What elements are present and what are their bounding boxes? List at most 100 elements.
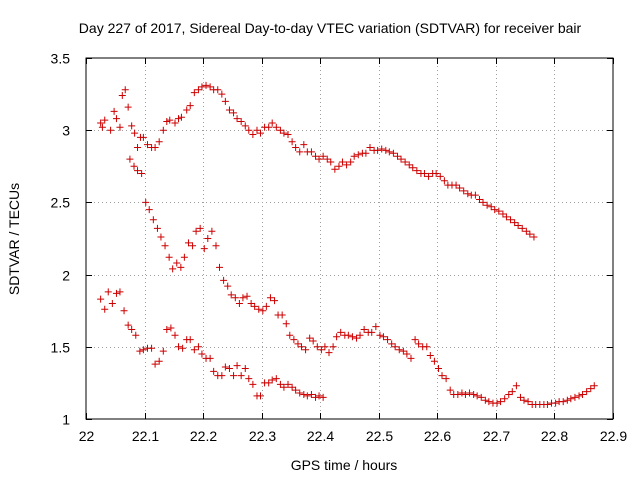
- data-point: [376, 331, 384, 339]
- data-point: [338, 158, 346, 166]
- x-tick-label: 22.1: [132, 428, 159, 444]
- data-point: [108, 299, 116, 307]
- data-point: [397, 155, 405, 163]
- data-point: [331, 165, 339, 173]
- data-point: [167, 324, 175, 332]
- data-point: [107, 126, 115, 134]
- data-point: [148, 344, 156, 352]
- data-point: [110, 107, 118, 115]
- data-point: [466, 389, 474, 397]
- data-point: [378, 145, 386, 153]
- data-point: [425, 172, 433, 180]
- data-point: [259, 307, 267, 315]
- data-point: [276, 380, 284, 388]
- data-point: [230, 109, 238, 117]
- data-point: [460, 187, 468, 195]
- data-point: [138, 170, 146, 178]
- data-point: [175, 343, 183, 351]
- data-point: [583, 388, 591, 396]
- x-tick-labels: 22 22.1 22.2 22.3 22.4 22.5 22.6 22.7 22.8 22.9: [79, 428, 628, 444]
- data-point: [458, 389, 466, 397]
- data-point: [230, 372, 238, 380]
- data-point: [151, 144, 159, 152]
- data-point: [290, 336, 298, 344]
- data-point: [153, 224, 161, 232]
- data-point: [495, 207, 503, 215]
- data-point: [210, 367, 218, 375]
- axis-ticks: [86, 58, 614, 420]
- data-point: [212, 242, 220, 250]
- data-point: [204, 235, 212, 242]
- data-point: [415, 340, 423, 348]
- series-3: [97, 288, 327, 401]
- data-point: [186, 336, 194, 344]
- data-point: [243, 292, 251, 300]
- data-point: [313, 343, 321, 351]
- data-point: [471, 191, 479, 199]
- data-point: [362, 149, 370, 157]
- data-point: [483, 201, 491, 209]
- data-point: [214, 86, 222, 94]
- data-point: [245, 126, 253, 134]
- data-point: [590, 382, 598, 390]
- data-point: [491, 206, 499, 214]
- data-point: [511, 219, 519, 227]
- data-point: [134, 167, 142, 175]
- data-point: [388, 340, 396, 348]
- data-point: [384, 336, 392, 344]
- data-point: [157, 233, 165, 241]
- data-point: [116, 123, 124, 131]
- data-point: [348, 333, 356, 341]
- data-point: [344, 331, 352, 339]
- data-point: [272, 123, 280, 131]
- data-point: [382, 146, 390, 154]
- x-tick-label: 22.9: [600, 428, 627, 444]
- data-point: [200, 245, 208, 253]
- data-point: [159, 347, 167, 355]
- data-point: [218, 372, 226, 380]
- data-point: [284, 380, 292, 388]
- data-point: [543, 401, 551, 409]
- data-point: [470, 390, 478, 398]
- data-point: [430, 357, 438, 365]
- data-point: [327, 158, 335, 166]
- data-point: [265, 123, 273, 131]
- chart-title: Day 227 of 2017, Sidereal Day-to-day VTE…: [79, 20, 582, 36]
- data-point: [420, 170, 428, 178]
- data-point: [354, 151, 362, 159]
- data-point: [292, 144, 300, 152]
- x-tick-label: 22.7: [483, 428, 510, 444]
- x-tick-label: 22.6: [424, 428, 451, 444]
- plot-frame: [85, 57, 614, 420]
- data-point: [317, 346, 325, 354]
- data-point: [284, 131, 292, 139]
- data-point: [319, 152, 327, 160]
- data-point: [552, 399, 560, 407]
- data-point: [411, 336, 419, 344]
- data-point: [312, 152, 320, 160]
- data-point: [309, 337, 317, 345]
- data-point: [303, 392, 311, 400]
- y-axis-label: SDTVAR / TECUs: [6, 183, 22, 295]
- data-point: [190, 89, 198, 97]
- data-point: [220, 276, 228, 284]
- data-point: [136, 347, 144, 355]
- data-point: [221, 97, 229, 105]
- data-point: [435, 364, 443, 372]
- data-point: [282, 320, 290, 328]
- data-point: [179, 344, 187, 352]
- data-point: [183, 106, 191, 114]
- data-point: [403, 350, 411, 358]
- y-tick-label: 1.5: [51, 340, 71, 356]
- data-point: [145, 206, 153, 214]
- data-point: [329, 343, 337, 351]
- data-point: [518, 224, 526, 232]
- y-tick-label: 3.5: [51, 51, 71, 67]
- data-point: [272, 375, 280, 383]
- y-tick-label: 3: [62, 123, 70, 139]
- data-point: [514, 222, 522, 230]
- data-point: [155, 138, 163, 146]
- data-point: [288, 383, 296, 391]
- data-point: [520, 396, 528, 404]
- data-point: [268, 119, 276, 127]
